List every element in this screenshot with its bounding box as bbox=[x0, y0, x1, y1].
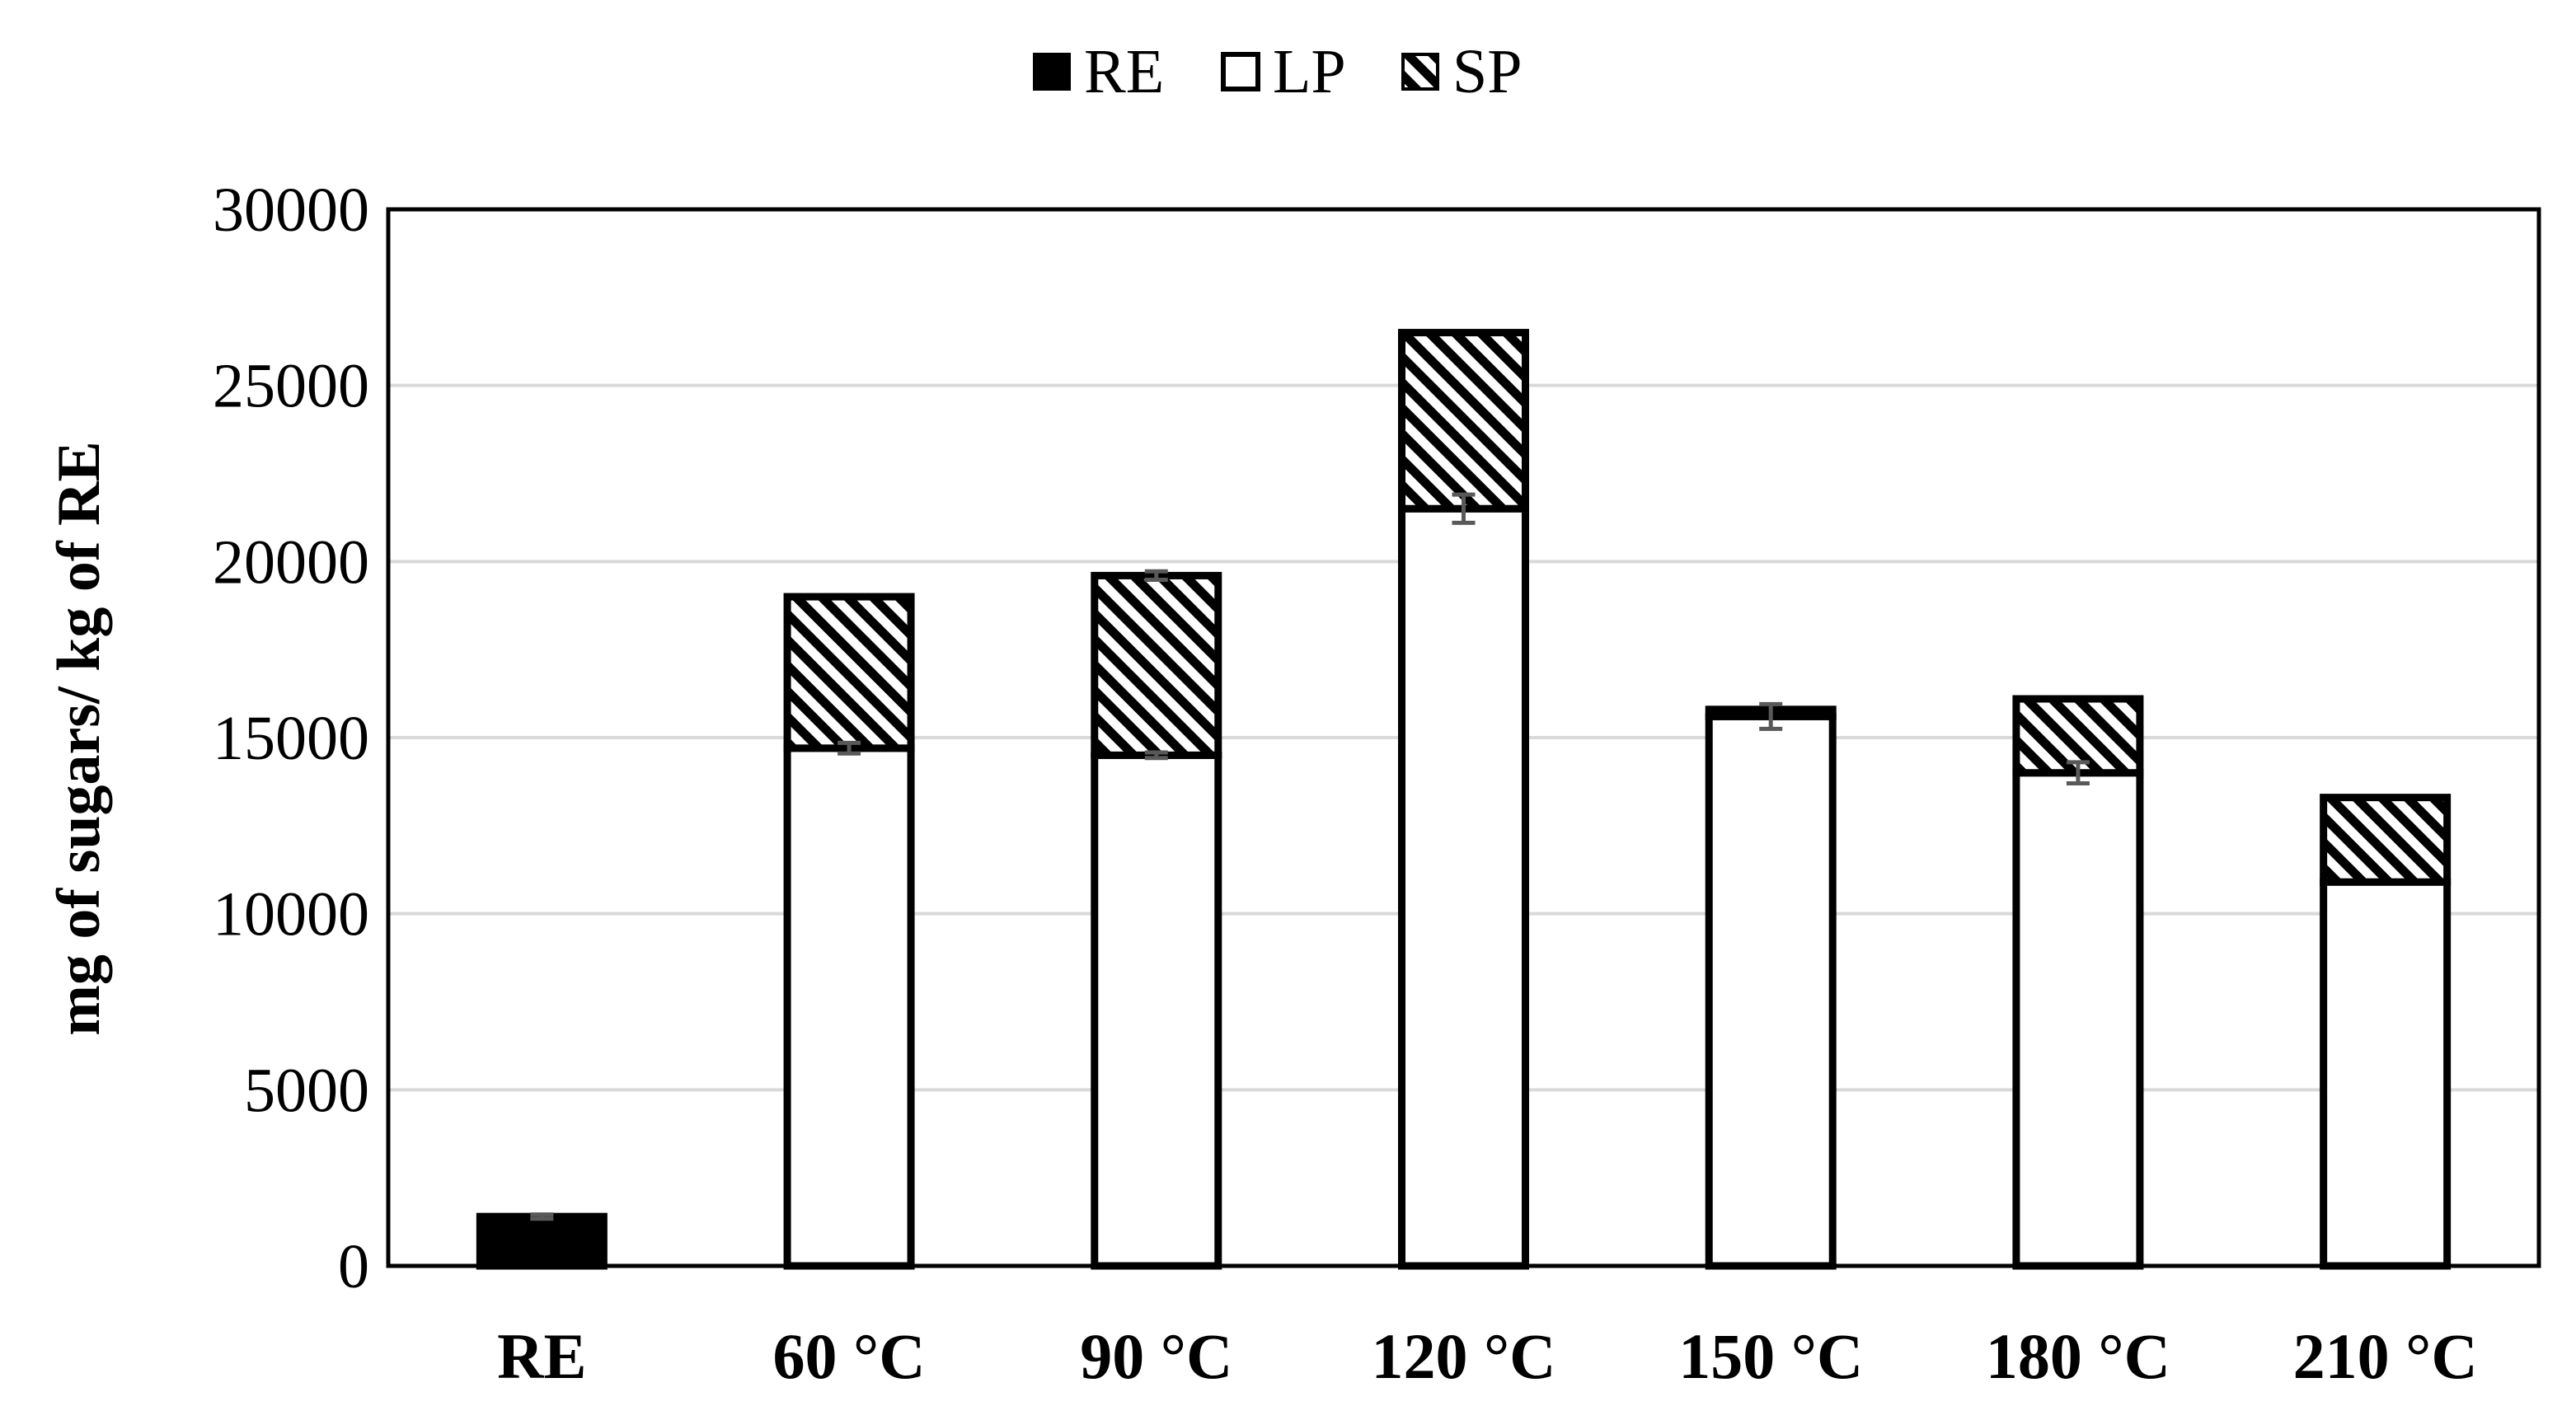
legend-label-sp: SP bbox=[1452, 37, 1523, 106]
error-bar-lp bbox=[2066, 760, 2090, 786]
y-tick-label: 15000 bbox=[213, 704, 369, 773]
y-tick-label: 5000 bbox=[244, 1056, 369, 1125]
bar-sp bbox=[783, 593, 915, 752]
error-bar-lp bbox=[1759, 701, 1783, 731]
y-tick-label: 20000 bbox=[213, 527, 369, 597]
bar-lp bbox=[2320, 878, 2452, 1270]
error-bar-lp bbox=[1144, 750, 1168, 761]
legend-label-re: RE bbox=[1084, 37, 1164, 106]
error-bar-sp bbox=[1144, 569, 1168, 583]
x-tick-label: RE bbox=[497, 1320, 586, 1392]
plot-area-border bbox=[386, 207, 2541, 1268]
y-tick-label: 10000 bbox=[213, 880, 369, 949]
x-tick-label: 120 °C bbox=[1371, 1320, 1555, 1392]
x-axis-ticks: RE 60 °C 90 °C 120 °C 150 °C 180 °C 210 °C bbox=[497, 1320, 2477, 1392]
bars bbox=[476, 329, 2452, 1270]
x-tick-label: 90 °C bbox=[1080, 1320, 1232, 1392]
x-tick-label: 180 °C bbox=[1986, 1320, 2170, 1392]
y-axis-label: mg of sugars/ kg of RE bbox=[45, 441, 113, 1036]
bar-lp bbox=[783, 744, 915, 1270]
legend-swatch-sp bbox=[1401, 53, 1439, 91]
legend-swatch-re bbox=[1033, 53, 1071, 91]
bar-lp bbox=[1091, 751, 1222, 1270]
error-bar-lp bbox=[1452, 492, 1476, 525]
legend-item-re: RE bbox=[1033, 37, 1164, 106]
legend: RE LP SP bbox=[1033, 37, 1523, 106]
bar-lp bbox=[1398, 504, 1529, 1270]
error-bars bbox=[530, 492, 2090, 1221]
error-bar-lp bbox=[838, 740, 861, 756]
y-tick-label: 30000 bbox=[213, 176, 369, 245]
y-tick-label: 25000 bbox=[213, 352, 369, 421]
y-axis-ticks: 0 5000 10000 15000 20000 25000 30000 bbox=[213, 176, 369, 1301]
bar-sp bbox=[2320, 794, 2452, 886]
bar-sp bbox=[1398, 329, 1529, 513]
x-tick-label: 210 °C bbox=[2293, 1320, 2478, 1392]
legend-item-sp: SP bbox=[1401, 37, 1523, 106]
legend-item-lp: LP bbox=[1221, 37, 1346, 106]
y-tick-label: 0 bbox=[338, 1232, 369, 1301]
bar-re bbox=[476, 1212, 608, 1270]
legend-swatch-lp bbox=[1221, 52, 1260, 91]
x-tick-label: 60 °C bbox=[773, 1320, 926, 1392]
error-bar-re bbox=[530, 1212, 554, 1221]
x-tick-label: 150 °C bbox=[1678, 1320, 1863, 1392]
bar-lp bbox=[1705, 712, 1837, 1270]
bar-sp bbox=[1091, 571, 1222, 759]
legend-label-lp: LP bbox=[1273, 37, 1346, 106]
bar-lp bbox=[2012, 769, 2144, 1270]
